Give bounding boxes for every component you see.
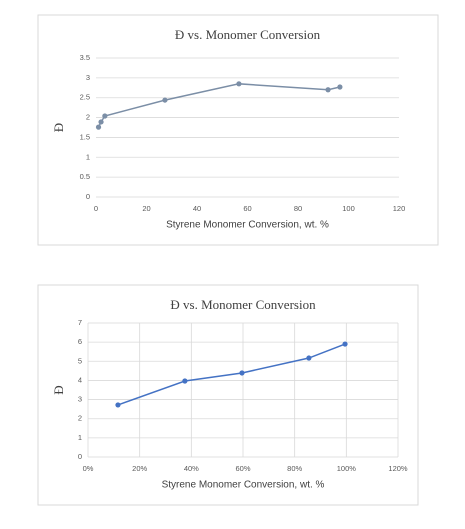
data-point <box>115 402 121 408</box>
y-tick-label: 3 <box>78 395 82 404</box>
chart-frame <box>37 14 439 246</box>
data-point <box>325 87 331 93</box>
y-tick-label: 0.5 <box>80 172 90 181</box>
data-point <box>239 370 245 376</box>
data-point <box>236 81 242 87</box>
y-axis-title: Đ <box>51 123 66 132</box>
y-tick-label: 1 <box>86 152 90 161</box>
y-tick-label: 4 <box>78 375 82 384</box>
x-tick-label: 120% <box>388 464 408 473</box>
x-axis-title: Styrene Monomer Conversion, wt. % <box>166 220 329 231</box>
chart: Đ vs. Monomer Conversion 0 1 2 3 4 5 6 7 0% 20% 40%… <box>37 284 419 506</box>
y-tick-label: 6 <box>78 337 82 346</box>
y-tick-label: 2.5 <box>80 93 90 102</box>
y-tick-label: 3.5 <box>80 53 90 62</box>
y-tick-label: 2 <box>78 414 82 423</box>
y-tick-label: 3 <box>86 73 90 82</box>
chart-title: Đ vs. Monomer Conversion <box>170 297 316 312</box>
y-tick-label: 0 <box>86 192 90 201</box>
chart-frame <box>37 284 419 506</box>
data-point <box>337 84 343 90</box>
x-tick-label: 40% <box>184 464 199 473</box>
x-tick-label: 80% <box>287 464 302 473</box>
chart: Đ vs. Monomer Conversion 0 0.5 1 1.5 2 2.5 3 3.5… <box>37 14 439 246</box>
chart-title: Đ vs. Monomer Conversion <box>175 27 321 42</box>
x-tick-label: 0% <box>83 464 94 473</box>
x-tick-label: 20% <box>132 464 147 473</box>
data-point <box>98 119 104 125</box>
y-axis-title: Đ <box>51 385 66 394</box>
y-tick-label: 7 <box>78 318 82 327</box>
x-tick-label: 0 <box>94 204 98 213</box>
x-tick-label: 80 <box>294 204 302 213</box>
y-tick-label: 1.5 <box>80 132 90 141</box>
x-tick-label: 40 <box>193 204 201 213</box>
x-tick-label: 20 <box>142 204 150 213</box>
x-tick-label: 100% <box>337 464 357 473</box>
y-tick-label: 0 <box>78 452 82 461</box>
data-point <box>102 113 108 119</box>
x-tick-label: 100 <box>342 204 355 213</box>
x-tick-label: 60% <box>235 464 250 473</box>
data-point <box>182 378 188 384</box>
data-point <box>306 355 312 361</box>
y-tick-label: 2 <box>86 113 90 122</box>
data-point <box>342 341 348 347</box>
x-tick-label: 60 <box>243 204 251 213</box>
data-point <box>95 124 102 130</box>
y-tick-label: 1 <box>78 433 82 442</box>
y-tick-label: 5 <box>78 356 82 365</box>
x-tick-label: 120 <box>393 204 406 213</box>
data-point <box>162 97 168 103</box>
x-axis-title: Styrene Monomer Conversion, wt. % <box>162 480 325 491</box>
